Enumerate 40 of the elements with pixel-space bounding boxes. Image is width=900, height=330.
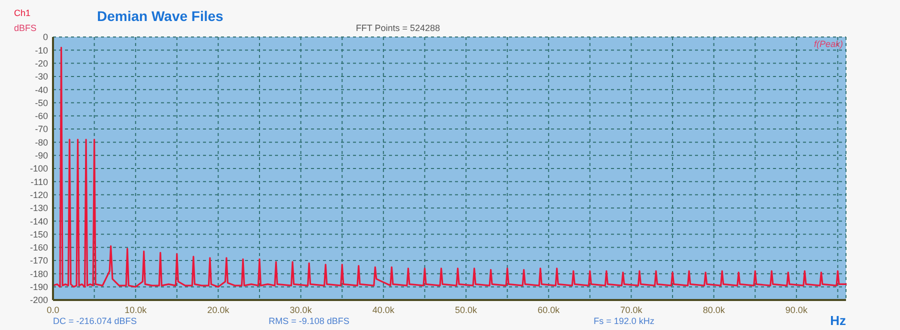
text: Ch1 — [14, 8, 31, 18]
y-tick-label: 0 — [42, 32, 48, 42]
y-tick-label: -50 — [34, 98, 48, 108]
y-axis-title: dBFS — [14, 23, 37, 33]
y-tick-label: -150 — [30, 229, 48, 240]
annotation: f(Peak) — [814, 39, 843, 49]
y-tick-label: -120 — [30, 190, 48, 200]
x-axis-title: Hz — [830, 313, 846, 328]
y-tick-label: -20 — [34, 58, 48, 68]
y-tick-label: -200 — [30, 295, 48, 306]
y-tick-label: -40 — [34, 84, 48, 95]
x-tick-label: 10.0k — [124, 305, 148, 315]
text: Fs = 192.0 kHz — [594, 316, 655, 326]
y-tick-label: -70 — [34, 124, 48, 134]
x-tick-label: 20.0k — [207, 305, 230, 315]
y-tick-label: -100 — [30, 164, 48, 174]
x-tick-label: 60.0k — [538, 305, 560, 315]
x-tick-label: 0.0 — [46, 305, 60, 315]
x-tick-label: 70.0k — [620, 305, 643, 315]
y-tick-label: -140 — [30, 216, 48, 226]
x-tick-label: 40.0k — [372, 305, 395, 315]
y-tick-label: -170 — [30, 256, 48, 266]
x-tick-label: 50.0k — [455, 305, 478, 315]
y-tick-label: -80 — [34, 137, 48, 148]
x-tick-label: 80.0k — [702, 305, 726, 315]
y-tick-label: -110 — [30, 176, 48, 187]
y-tick-label: -10 — [34, 45, 48, 56]
y-tick-label: -60 — [34, 111, 48, 122]
text: RMS = -9.108 dBFS — [268, 316, 350, 326]
text: FFT Points = 524288 — [356, 23, 440, 33]
y-tick-label: -160 — [30, 242, 48, 253]
x-tick-label: 90.0k — [785, 305, 808, 315]
y-tick-label: -90 — [34, 150, 48, 160]
chart-title: Demian Wave Files — [97, 8, 224, 24]
y-tick-label: -190 — [30, 282, 48, 292]
y-tick-label: -180 — [30, 268, 48, 279]
text: DC = -216.074 dBFS — [53, 316, 137, 326]
x-tick-label: 30.0k — [290, 305, 312, 315]
y-tick-label: -130 — [30, 203, 48, 214]
y-tick-label: -30 — [34, 72, 48, 82]
